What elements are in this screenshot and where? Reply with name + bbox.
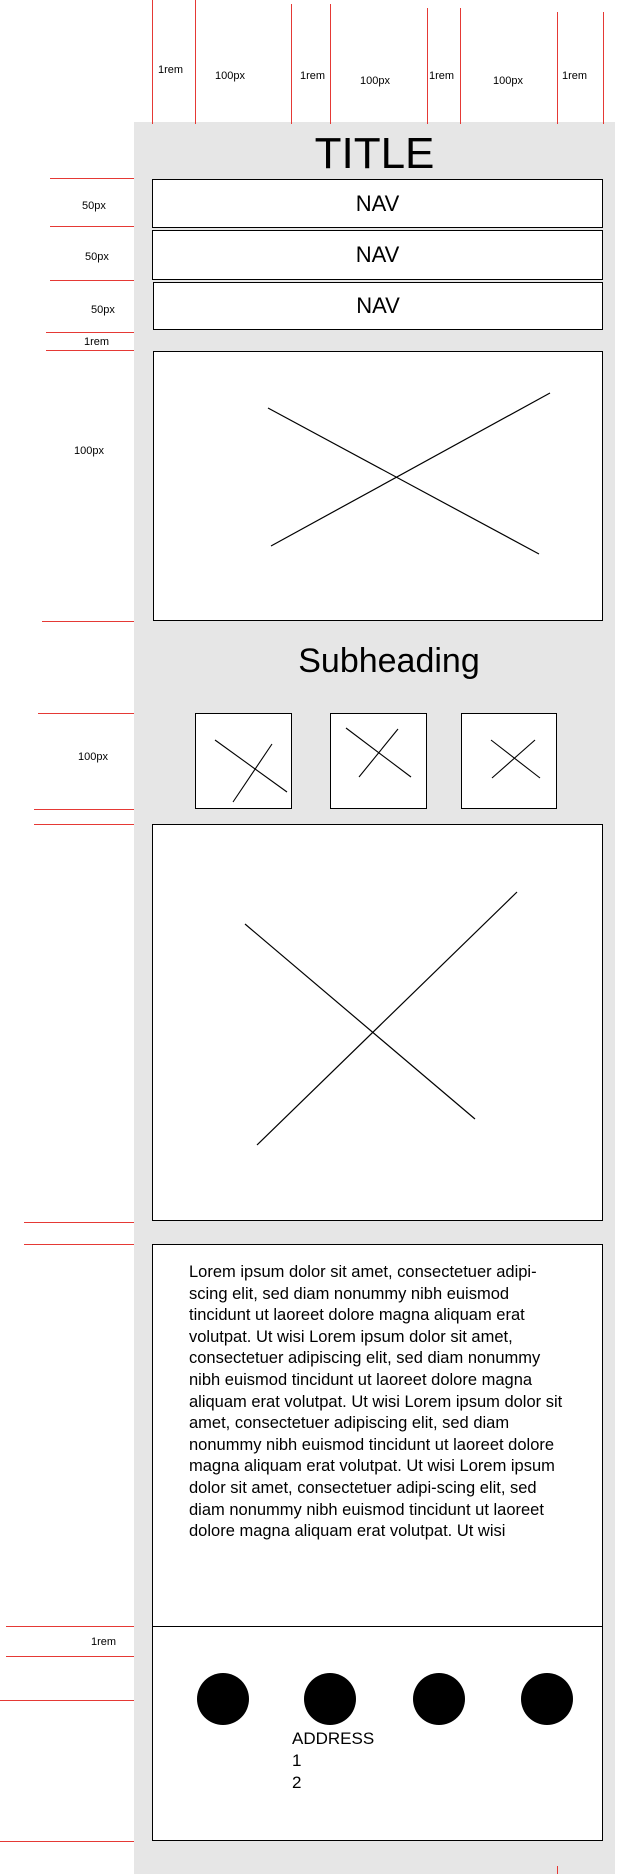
side-dim-nav-3: 50px <box>91 304 115 316</box>
side-dim-hero: 100px <box>74 445 104 457</box>
top-dim-gap-3: 1rem <box>429 70 455 82</box>
address-line-2: 2 <box>292 1773 302 1792</box>
placeholder-x-icon <box>244 891 518 1146</box>
nav-label: NAV <box>355 242 400 267</box>
nav-label: NAV <box>356 293 400 318</box>
side-dim-gap: 1rem <box>84 336 110 348</box>
top-dim-gap-4: 1rem <box>562 70 588 82</box>
hero-image-placeholder <box>153 351 603 621</box>
nav-bar-2[interactable]: NAV <box>152 230 603 280</box>
top-dim-gap-2: 1rem <box>300 70 326 82</box>
page-title: TITLE <box>314 129 435 178</box>
top-dim-col-2: 100px <box>360 75 390 87</box>
address-label: ADDRESS <box>292 1729 375 1748</box>
thumbnail-1[interactable] <box>195 713 292 809</box>
subheading: Subheading <box>298 642 480 680</box>
body-text: Lorem ipsum dolor sit amet, consectetuer… <box>189 1263 563 1541</box>
address-line-1: 1 <box>292 1751 302 1770</box>
social-circle-icon-1[interactable] <box>197 1673 249 1725</box>
footer <box>152 1626 603 1841</box>
top-dim-gap-1: 1rem <box>158 64 184 76</box>
top-dim-col-3: 100px <box>493 75 523 87</box>
nav-bar-1[interactable]: NAV <box>152 179 603 228</box>
thumbnail-3[interactable] <box>461 713 557 809</box>
social-circle-icon-2[interactable] <box>304 1673 356 1725</box>
placeholder-x-icon <box>490 739 541 779</box>
side-dim-footer-gap: 1rem <box>91 1636 117 1648</box>
thumbnail-2[interactable] <box>330 713 427 809</box>
side-dim-nav-1: 50px <box>82 200 106 212</box>
main-image-placeholder <box>152 824 603 1221</box>
address-block: ADDRESS 1 2 <box>292 1728 374 1794</box>
nav-label: NAV <box>355 190 400 216</box>
text-block <box>152 1244 603 1628</box>
top-dim-col-1: 100px <box>215 70 245 82</box>
social-circle-icon-4[interactable] <box>521 1673 573 1725</box>
nav-bar-3[interactable]: NAV <box>153 282 603 330</box>
social-circle-icon-3[interactable] <box>413 1673 465 1725</box>
placeholder-x-icon <box>345 727 412 778</box>
side-dim-nav-2: 50px <box>85 251 109 263</box>
placeholder-x-icon <box>214 739 288 803</box>
placeholder-x-icon <box>267 392 551 555</box>
side-dim-thumbs: 100px <box>78 751 108 763</box>
